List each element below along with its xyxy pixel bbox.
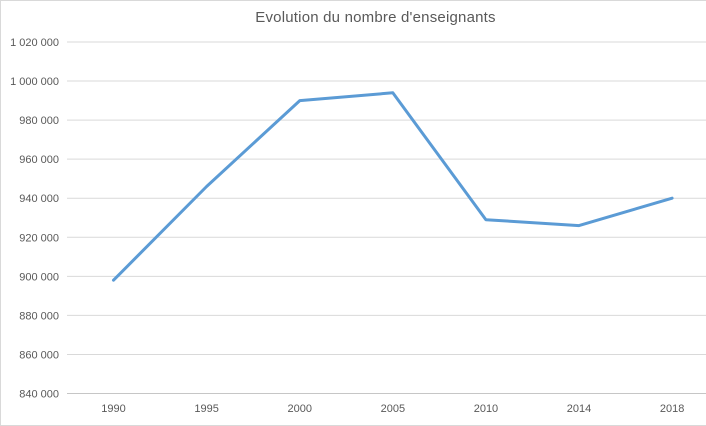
x-axis-tick-label: 2000 [288, 403, 312, 415]
y-axis-tick-label: 900 000 [19, 271, 59, 283]
y-axis-tick-label: 1 020 000 [10, 37, 59, 49]
data-series-line [112, 91, 674, 282]
x-axis-tick-label: 2010 [474, 403, 498, 415]
y-axis-tick-label: 980 000 [19, 115, 59, 127]
x-axis-tick-label: 1990 [101, 403, 125, 415]
x-axis-tick-label: 2018 [660, 403, 684, 415]
y-axis-tick-label: 940 000 [19, 193, 59, 205]
x-axis-tick-label: 2014 [567, 403, 591, 415]
y-axis-tick-label: 920 000 [19, 232, 59, 244]
x-axis-tick-label: 2005 [381, 403, 405, 415]
y-axis-tick-label: 860 000 [19, 349, 59, 361]
x-axis-tick-label: 1995 [194, 403, 218, 415]
y-axis-tick-label: 880 000 [19, 310, 59, 322]
y-axis-tick-label: 1 000 000 [10, 76, 59, 88]
y-axis-tick-label: 960 000 [19, 154, 59, 166]
chart-title: Evolution du nombre d'enseignants [255, 9, 496, 26]
y-axis-tick-label: 840 000 [19, 389, 59, 401]
